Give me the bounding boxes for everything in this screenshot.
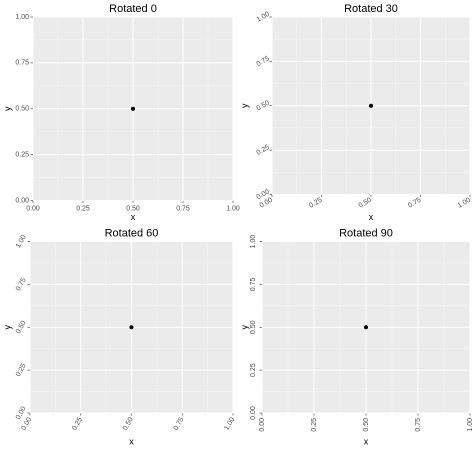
y-axis-title: y <box>239 103 249 108</box>
x-tick-label: 0.00 <box>259 418 266 432</box>
y-tick-label: 1.00 <box>15 14 29 21</box>
panel: Rotated 90 0.00 0.25 0.50 0.75 1.00 0.00 0.25 0.… <box>239 227 473 446</box>
y-tick-label: 0.00 <box>15 197 29 204</box>
panel: Rotated 300.00 0.25 0.50 0.75 1.000.000.250.… <box>239 3 472 222</box>
x-axis-title: x <box>129 436 134 446</box>
x-tick-label: 0.25 <box>308 197 323 210</box>
y-tick-label: 0.75 <box>250 277 257 291</box>
y-axis-title: y <box>239 325 249 330</box>
y-tick-label: 0.25 <box>15 151 29 158</box>
x-tick-label: 0.50 <box>363 418 370 432</box>
y-tick-label: 0.75 <box>15 60 29 67</box>
panel: Rotated 0 0.00 0.25 0.50 0.75 1.00 0.00 0.25 0.5… <box>2 3 240 222</box>
y-tick-label: 0.25 <box>250 363 257 377</box>
x-axis-title: x <box>131 212 136 222</box>
y-tick-label: 0.75 <box>15 277 28 292</box>
point <box>364 325 368 330</box>
y-axis-title: y <box>2 106 12 111</box>
y-tick-label: 0.50 <box>256 100 271 113</box>
y-tick-label: 0.25 <box>15 363 28 378</box>
x-tick-label: 0.50 <box>122 416 135 431</box>
y-tick-label: 1.00 <box>256 11 271 24</box>
y-tick-label: 0.75 <box>256 55 271 68</box>
x-axis-title: x <box>369 212 374 222</box>
x-tick-label: 0.00 <box>20 416 33 431</box>
x-tick-label: 1.00 <box>226 205 240 212</box>
x-tick-label: 1.00 <box>467 418 474 432</box>
panel: Rotated 600.00 0.25 0.50 0.75 1.000.000.250.… <box>2 227 236 446</box>
x-tick-label: 0.50 <box>126 205 140 212</box>
x-axis-title: x <box>364 436 369 446</box>
point <box>129 325 134 330</box>
point <box>131 106 135 111</box>
x-tick-label: 1.00 <box>457 197 472 210</box>
y-tick-label: 0.50 <box>15 106 29 113</box>
y-tick-label: 1.00 <box>15 234 28 249</box>
x-tick-label: 0.25 <box>311 418 318 432</box>
y-axis-title: y <box>2 325 12 330</box>
y-tick-label: 0.50 <box>15 320 28 335</box>
y-tick-label: 0.00 <box>250 406 257 420</box>
x-tick-label: 0.75 <box>176 205 190 212</box>
y-tick-label: 0.25 <box>256 144 271 157</box>
title: Rotated 60 <box>105 227 159 239</box>
y-tick-label: 1.00 <box>250 235 257 249</box>
x-tick-label: 0.00 <box>26 205 40 212</box>
x-tick-label: 0.50 <box>358 197 373 210</box>
y-tick-label: 0.50 <box>250 320 257 334</box>
x-tick-label: 0.75 <box>415 418 422 432</box>
x-tick-label: 1.00 <box>223 416 236 431</box>
title: Rotated 90 <box>339 227 393 239</box>
x-tick-label: 0.75 <box>407 197 422 210</box>
x-tick-label: 0.25 <box>76 205 90 212</box>
x-tick-label: 0.25 <box>71 416 84 431</box>
title: Rotated 0 <box>109 3 157 15</box>
title: Rotated 30 <box>344 3 398 15</box>
point <box>369 103 373 108</box>
x-tick-label: 0.75 <box>173 416 186 431</box>
